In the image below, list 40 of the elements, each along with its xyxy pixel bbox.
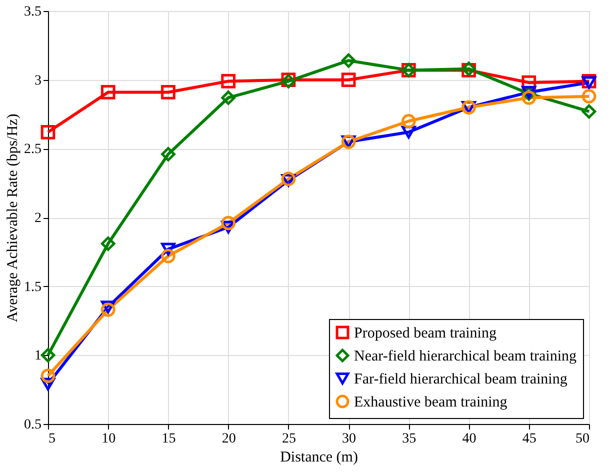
x-tick-label: 30: [342, 432, 356, 446]
y-tick-label: 1: [34, 348, 42, 364]
point: [40, 368, 56, 383]
point: [100, 85, 116, 100]
x-tick-label: 25: [282, 432, 296, 446]
y-tick-label: 2.5: [24, 142, 42, 158]
x-tick-label: 10: [102, 432, 116, 446]
x-axis-title: Distance (m): [280, 450, 358, 466]
y-axis-title: Average Achievable Rate (bps/Hz): [5, 114, 21, 322]
point: [582, 89, 596, 104]
y-tick-label: 3.5: [24, 4, 42, 20]
point: [161, 85, 176, 100]
point: [40, 124, 56, 140]
point: [341, 72, 356, 87]
x-tick-label: 35: [402, 432, 416, 446]
point: [40, 348, 56, 362]
y-tick-label: 0.5: [24, 418, 42, 432]
x-tick-label: 5: [48, 432, 56, 446]
point: [402, 114, 416, 128]
x-tick-label: 15: [162, 432, 176, 446]
legend-label: Exhaustive beam training: [354, 394, 508, 410]
y-tick-label: 3: [34, 73, 42, 88]
point: [582, 104, 596, 119]
point: [522, 90, 536, 105]
point: [161, 147, 176, 162]
x-tick-label: 20: [222, 432, 236, 446]
legend-label: Proposed beam training: [354, 326, 497, 342]
point: [341, 53, 356, 68]
x-tick-label: 45: [522, 432, 536, 446]
y-tick-label: 2: [34, 211, 42, 226]
legend-label: Near-field hierarchical beam training: [354, 348, 577, 364]
point: [221, 74, 236, 88]
legend-label: Far-field hierarchical beam training: [354, 372, 568, 388]
point: [100, 236, 116, 251]
point: [221, 216, 236, 230]
x-tick-label: 50: [576, 432, 590, 446]
x-tick-label: 40: [462, 432, 476, 446]
y-tick-label: 1.5: [24, 280, 42, 295]
point: [161, 248, 176, 264]
point: [221, 90, 236, 105]
